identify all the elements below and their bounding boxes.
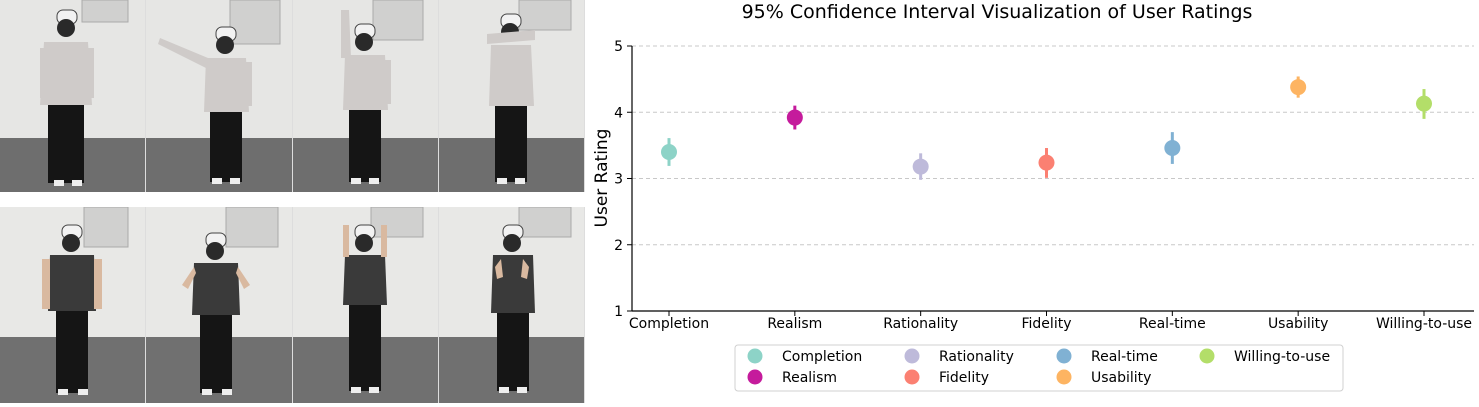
- y-tick-label: 1: [614, 304, 623, 320]
- y-tick-label: 2: [614, 238, 623, 254]
- mean-point: [912, 158, 929, 175]
- person-black-shirt-arms-down: [0, 207, 146, 403]
- person-black-shirt-hands-front: [438, 207, 584, 403]
- x-tick-label: Willing-to-use: [1376, 316, 1472, 332]
- x-tick-label: Fidelity: [1022, 316, 1072, 332]
- photo-row-top: [0, 0, 585, 192]
- legend-label: Usability: [1091, 370, 1151, 386]
- person-grey-hoodie-arm-across: [438, 0, 584, 192]
- mean-point: [1164, 140, 1181, 157]
- x-ticks: Completion Realism Rationality Fidelity Real…: [629, 311, 1472, 332]
- person-black-shirt-hands-up: [146, 207, 292, 403]
- person-grey-hoodie-arm-side: [146, 0, 292, 192]
- legend-marker: [747, 369, 763, 385]
- legend-marker: [1056, 369, 1072, 385]
- legend-label: Rationality: [939, 349, 1014, 365]
- mean-point: [1290, 79, 1307, 96]
- photo-panel: [0, 0, 585, 403]
- x-tick-label: Completion: [629, 316, 709, 332]
- legend-label: Realism: [782, 370, 837, 386]
- y-ticks: 1 2 3 4 5: [614, 39, 632, 320]
- x-tick-label: Rationality: [883, 316, 958, 332]
- person-black-shirt-hands-high: [292, 207, 438, 403]
- y-tick-label: 4: [614, 105, 623, 121]
- photo-frame: [438, 0, 585, 192]
- photo-frame: [146, 207, 293, 403]
- chart-canvas: 95% Confidence Interval Visualization of…: [592, 1, 1474, 392]
- legend-label: Willing-to-use: [1234, 349, 1330, 365]
- grid-lines: [632, 45, 1474, 246]
- legend-marker: [904, 369, 920, 385]
- mean-point: [661, 144, 677, 160]
- data-points: [661, 76, 1432, 180]
- y-axis-label: User Rating: [592, 129, 612, 228]
- legend: Completion Realism Rationality Fidelity Real…: [734, 344, 1344, 392]
- mean-point: [1416, 95, 1432, 112]
- photo-frame: [0, 207, 147, 403]
- photo-frame: [146, 0, 293, 192]
- legend-label: Real-time: [1091, 349, 1158, 365]
- mean-point: [1038, 154, 1055, 171]
- x-tick-label: Usability: [1268, 316, 1328, 332]
- photo-row-bottom: [0, 207, 585, 403]
- y-tick-label: 5: [614, 39, 623, 55]
- legend-marker: [1056, 348, 1072, 364]
- x-tick-label: Realism: [767, 316, 822, 332]
- legend-marker: [1199, 348, 1215, 364]
- legend-label: Fidelity: [939, 370, 989, 386]
- person-grey-hoodie-arm-up: [292, 0, 438, 192]
- photo-frame: [0, 0, 147, 192]
- y-tick-label: 3: [614, 172, 623, 188]
- mean-point: [786, 109, 803, 126]
- legend-marker: [904, 348, 920, 364]
- legend-label: Completion: [782, 349, 862, 365]
- x-tick-label: Real-time: [1139, 316, 1206, 332]
- photo-frame: [292, 0, 439, 192]
- photo-frame: [438, 207, 585, 403]
- legend-box: [734, 344, 1344, 392]
- chart-title: 95% Confidence Interval Visualization of…: [742, 1, 1253, 23]
- person-grey-hoodie-arms-down: [0, 0, 146, 192]
- ci-chart: 95% Confidence Interval Visualization of…: [585, 0, 1479, 403]
- photo-frame: [292, 207, 439, 403]
- legend-marker: [747, 348, 763, 364]
